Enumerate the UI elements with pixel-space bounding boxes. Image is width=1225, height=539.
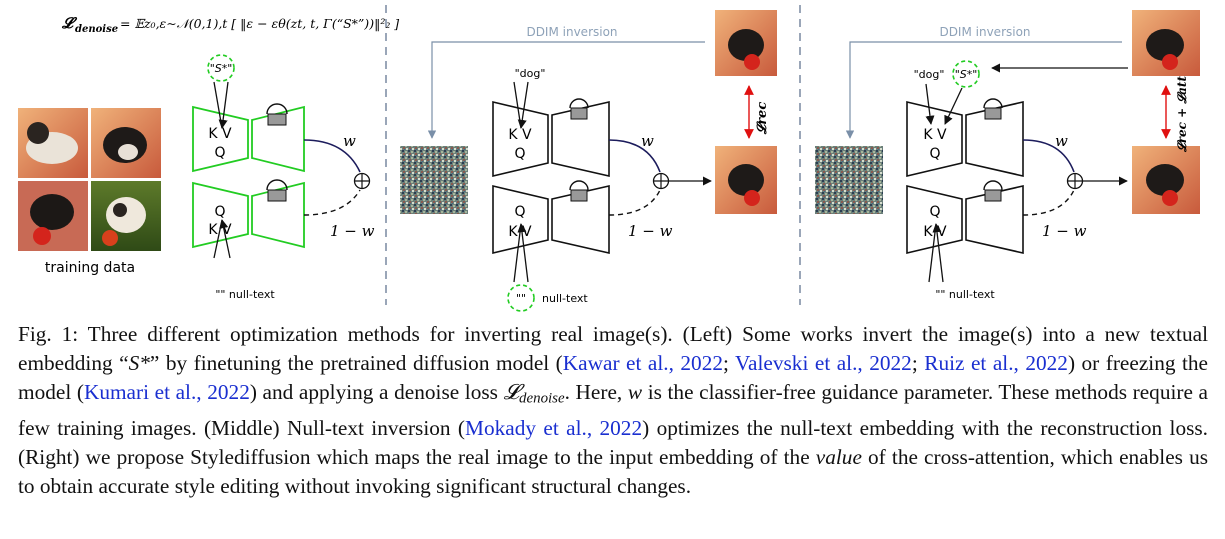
w-label: w <box>641 132 654 150</box>
token-s-star: "S*" <box>955 68 978 81</box>
rec-att-loss-label: 𝓛rec + 𝓛att <box>1175 76 1189 153</box>
caption-text: ) and applying a denoise loss <box>249 380 504 404</box>
token-circle <box>952 60 980 88</box>
null-text-label: null-text <box>542 292 588 305</box>
middle-panel: DDIM inversion 𝓛rec K V Q Q K V <box>400 10 777 312</box>
token-circle <box>507 284 535 312</box>
null-text-label: "" null-text <box>935 288 995 301</box>
one-minus-w-label: 1 − w <box>1042 222 1087 240</box>
loss-formula: = 𝔼z₀,ε∼𝒩(0,1),t [ ‖ε − εθ(zt, t, Γ(“S*”… <box>120 16 399 31</box>
lock-icon <box>569 180 589 202</box>
q-label: Q <box>514 146 525 162</box>
w-label: w <box>343 132 356 150</box>
right-panel: DDIM inversion 𝓛rec + 𝓛att K V Q <box>815 10 1200 301</box>
citation-link[interactable]: Mokady et al., 2022 <box>465 415 643 440</box>
token-circle <box>207 54 235 82</box>
training-data-label: training data <box>45 260 135 276</box>
q-label: Q <box>514 204 525 220</box>
lock-icon <box>983 180 1003 202</box>
citation-link[interactable]: Ruiz et al., 2022 <box>924 351 1068 375</box>
caption-text: of the cross-attention, which enables us… <box>18 444 1209 498</box>
unet-lower <box>492 184 610 255</box>
caption-text: ” by finetuning the pretrained diffusion… <box>149 351 563 375</box>
caption-text: is the classifier-free guidance paramete… <box>18 380 1208 440</box>
unet-upper <box>492 100 610 178</box>
token-s-star: "S*" <box>210 62 233 75</box>
q-label: Q <box>929 204 940 220</box>
citation-link[interactable]: Kawar et al., 2022 <box>562 351 723 375</box>
kv-label: K V <box>923 127 947 143</box>
token-dog: "dog" <box>914 68 945 81</box>
one-minus-w-label: 1 − w <box>628 222 673 240</box>
unet-lower <box>906 184 1024 255</box>
one-minus-w-label: 1 − w <box>330 222 375 240</box>
loss-subscript: denoise <box>519 390 565 407</box>
caption-text: ) optimizes the null-text embedding with… <box>18 415 1208 469</box>
kv-label: K V <box>508 127 532 143</box>
q-label: Q <box>929 146 940 162</box>
w-symbol: w <box>627 380 643 404</box>
caption-text: Three different optimization methods for… <box>18 322 1208 375</box>
caption-text: ; <box>911 351 925 375</box>
caption-text: . Here, <box>564 380 628 404</box>
lock-icon <box>983 98 1003 120</box>
token-dog: "dog" <box>515 67 546 80</box>
value-term: value <box>815 444 862 469</box>
rec-loss-label: 𝓛rec <box>755 102 770 136</box>
citation-link[interactable]: Valevski et al., 2022 <box>735 351 912 375</box>
unet-upper <box>906 100 1024 178</box>
lock-icon <box>569 98 589 120</box>
caption-text: ; <box>723 351 736 375</box>
token-null: "" <box>516 292 526 305</box>
q-label: Q <box>214 204 225 220</box>
lock-icon <box>266 179 288 202</box>
citation-link[interactable]: Kumari et al., 2022 <box>83 380 250 404</box>
noise-image <box>815 146 883 214</box>
caption-text: ) or freezing the model ( <box>18 351 1209 404</box>
s-star-token: S* <box>128 351 150 375</box>
kv-label: K V <box>208 126 232 142</box>
loss-subscript: denoise <box>75 24 118 35</box>
ddim-label: DDIM inversion <box>526 25 617 39</box>
noise-image <box>400 146 468 214</box>
left-panel: 𝓛 denoise = 𝔼z₀,ε∼𝒩(0,1),t [ ‖ε − εθ(zt,… <box>18 14 399 301</box>
training-images <box>18 108 161 251</box>
ddim-label: DDIM inversion <box>939 25 1030 39</box>
figure-diagram: 𝓛 denoise = 𝔼z₀,ε∼𝒩(0,1),t [ ‖ε − εθ(zt,… <box>18 5 1200 312</box>
w-label: w <box>1055 132 1068 150</box>
fig-label: Fig. 1: <box>18 322 79 346</box>
q-label: Q <box>214 145 225 161</box>
loss-symbol: 𝓛 <box>503 380 520 404</box>
figure-caption: Fig. 1: Three different optimization met… <box>18 320 1208 501</box>
null-text-label: "" null-text <box>215 288 275 301</box>
lock-icon <box>266 103 288 126</box>
